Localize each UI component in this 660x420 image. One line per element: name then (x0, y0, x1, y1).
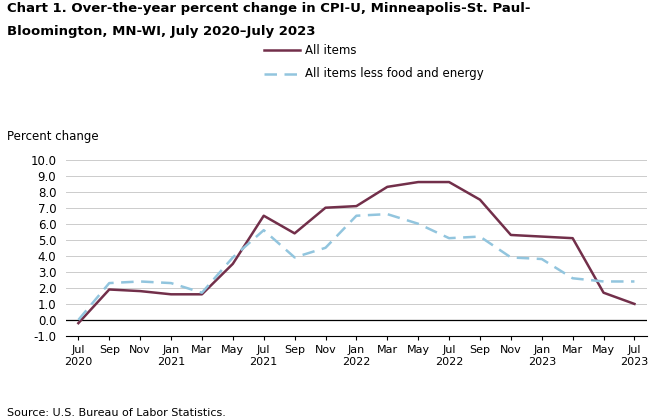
Text: Source: U.S. Bureau of Labor Statistics.: Source: U.S. Bureau of Labor Statistics. (7, 408, 226, 418)
Text: All items: All items (305, 44, 356, 57)
Text: Bloomington, MN-WI, July 2020–July 2023: Bloomington, MN-WI, July 2020–July 2023 (7, 25, 315, 38)
Text: Chart 1. Over-the-year percent change in CPI-U, Minneapolis-St. Paul-: Chart 1. Over-the-year percent change in… (7, 2, 530, 15)
Text: Percent change: Percent change (7, 130, 98, 143)
Text: All items less food and energy: All items less food and energy (305, 67, 484, 80)
